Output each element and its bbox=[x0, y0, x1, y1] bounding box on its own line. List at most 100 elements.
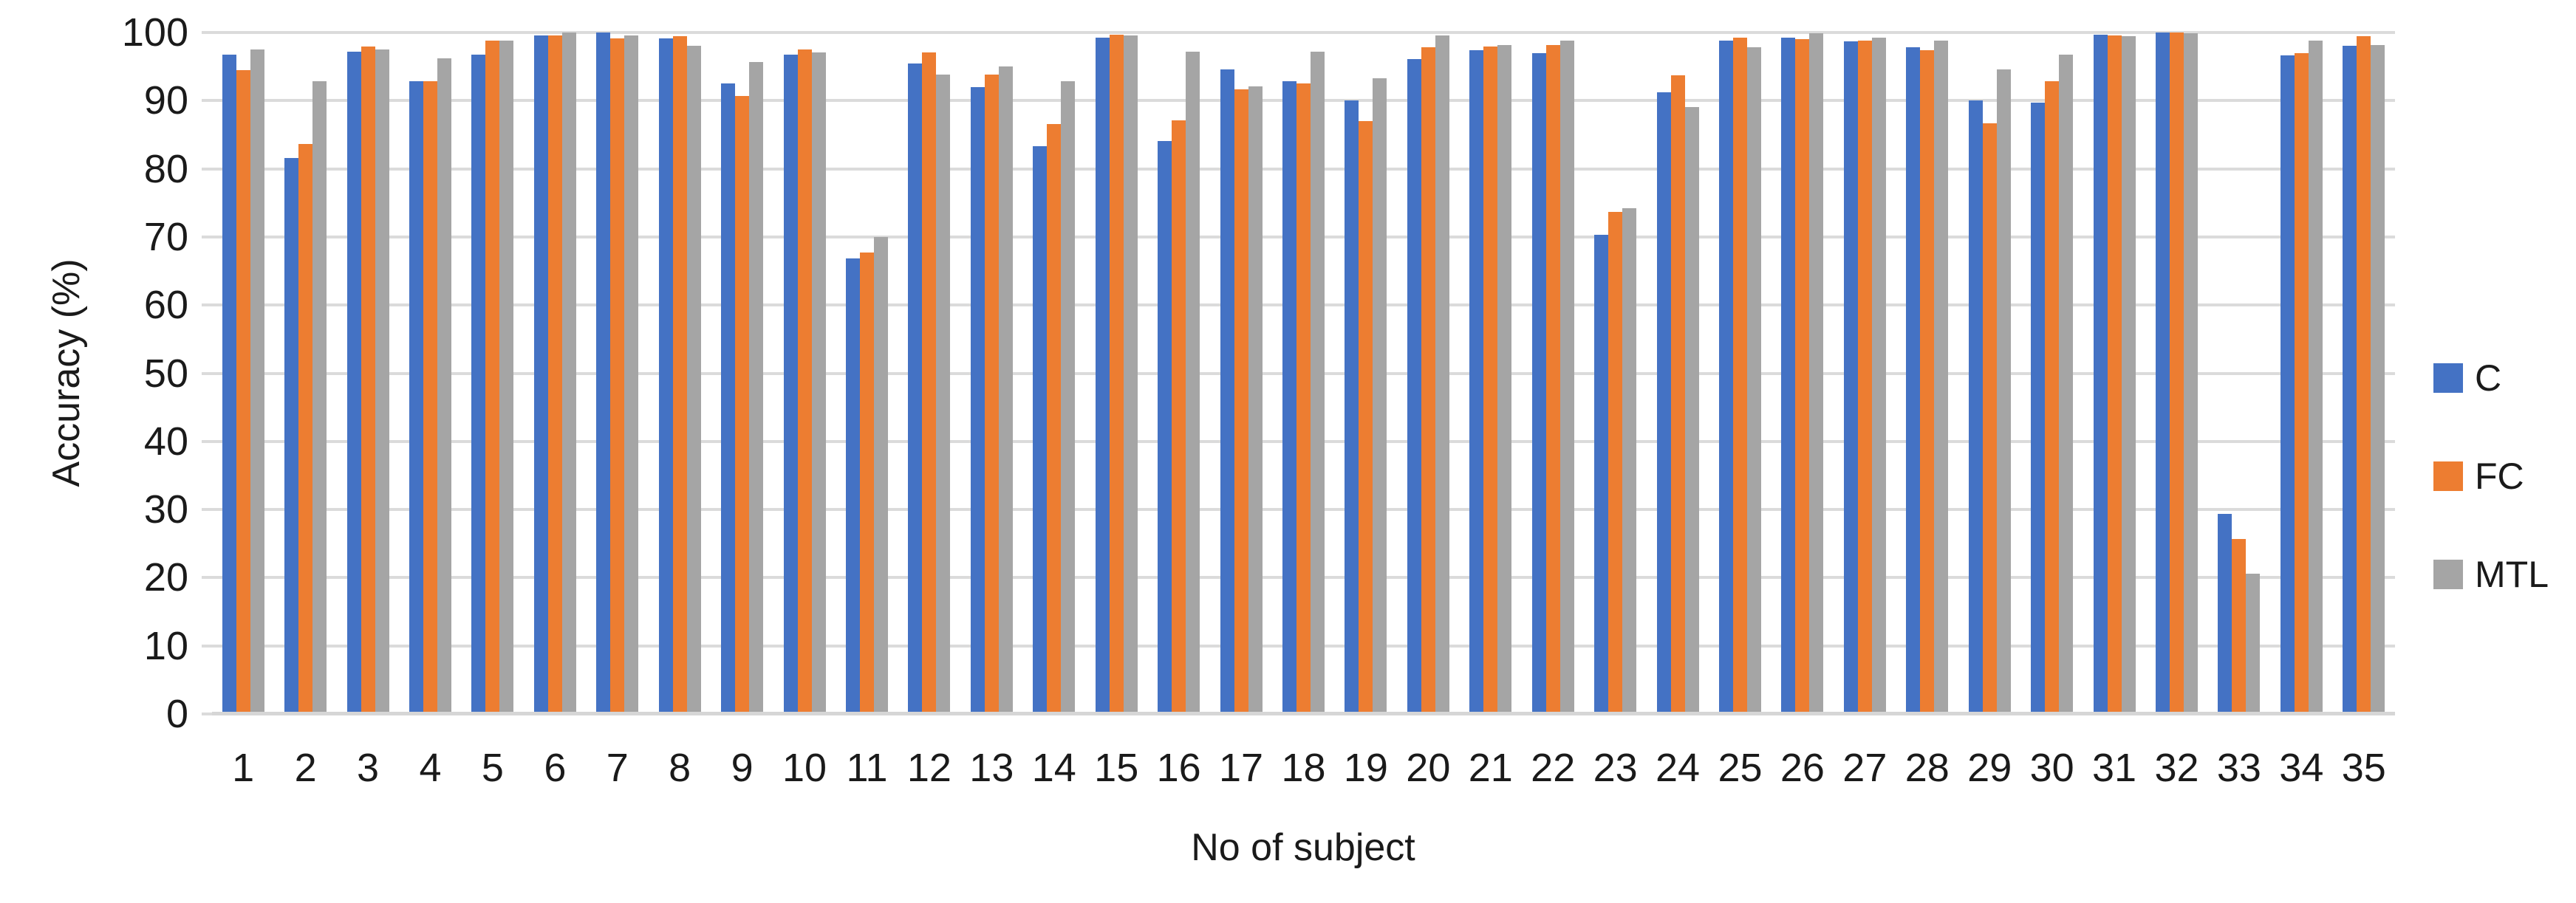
legend-label-mtl: MTL bbox=[2475, 554, 2549, 595]
bar-fc-subject-20 bbox=[1421, 47, 1435, 714]
bar-group-subject-34 bbox=[2270, 32, 2332, 714]
y-tick-mark-40 bbox=[202, 439, 212, 443]
x-tick-label-28: 28 bbox=[1904, 746, 1950, 790]
x-tick-label-9: 9 bbox=[731, 746, 754, 790]
legend-label-c: C bbox=[2475, 357, 2502, 399]
bar-c-subject-13 bbox=[970, 86, 985, 714]
bar-group-subject-28 bbox=[1896, 32, 1958, 714]
bar-mtl-subject-9 bbox=[749, 61, 764, 714]
bar-fc-subject-31 bbox=[2107, 35, 2122, 714]
y-tick-label-100: 100 bbox=[121, 10, 188, 55]
bar-group-subject-5 bbox=[462, 32, 524, 714]
x-tick-label-2: 2 bbox=[294, 746, 317, 790]
legend-item-fc: FC bbox=[2433, 458, 2549, 495]
bar-c-subject-18 bbox=[1282, 80, 1296, 714]
legend-swatch-mtl bbox=[2433, 560, 2463, 589]
bar-group-subject-35 bbox=[2333, 32, 2395, 714]
x-tick-label-32: 32 bbox=[2154, 746, 2199, 790]
x-tick-label-31: 31 bbox=[2092, 746, 2137, 790]
y-tick-label-80: 80 bbox=[143, 146, 188, 191]
bar-mtl-subject-21 bbox=[1497, 44, 1512, 714]
bar-group-subject-23 bbox=[1584, 32, 1646, 714]
bar-mtl-subject-24 bbox=[1684, 106, 1699, 714]
bar-mtl-subject-3 bbox=[375, 49, 389, 714]
bar-group-subject-24 bbox=[1647, 32, 1709, 714]
bar-mtl-subject-11 bbox=[873, 236, 888, 714]
bar-mtl-subject-25 bbox=[1746, 47, 1761, 714]
bar-fc-subject-13 bbox=[984, 75, 999, 714]
bar-group-subject-15 bbox=[1085, 32, 1147, 714]
legend-swatch-fc bbox=[2433, 461, 2463, 491]
x-tick-label-5: 5 bbox=[481, 746, 504, 790]
bar-fc-subject-27 bbox=[1857, 41, 1872, 714]
y-tick-mark-70 bbox=[202, 235, 212, 238]
bar-mtl-subject-32 bbox=[2183, 32, 2198, 714]
bar-mtl-subject-29 bbox=[1996, 69, 2011, 714]
bar-group-subject-17 bbox=[1210, 32, 1272, 714]
bar-fc-subject-34 bbox=[2294, 52, 2309, 714]
legend-label-fc: FC bbox=[2475, 456, 2524, 497]
bar-mtl-subject-13 bbox=[998, 66, 1013, 714]
bar-c-subject-25 bbox=[1718, 41, 1733, 714]
bar-mtl-subject-35 bbox=[2371, 44, 2385, 714]
bar-fc-subject-21 bbox=[1483, 47, 1498, 714]
bar-group-subject-8 bbox=[649, 32, 711, 714]
bar-c-subject-5 bbox=[471, 55, 486, 714]
bar-fc-subject-35 bbox=[2357, 35, 2371, 714]
bar-group-subject-11 bbox=[836, 32, 898, 714]
bar-mtl-subject-16 bbox=[1186, 51, 1200, 714]
x-tick-label-13: 13 bbox=[969, 746, 1014, 790]
bar-fc-subject-25 bbox=[1732, 38, 1747, 714]
x-tick-label-6: 6 bbox=[544, 746, 567, 790]
bar-c-subject-19 bbox=[1345, 100, 1359, 714]
x-tick-label-27: 27 bbox=[1842, 746, 1887, 790]
x-tick-label-19: 19 bbox=[1343, 746, 1388, 790]
bar-mtl-subject-6 bbox=[561, 32, 576, 714]
y-tick-label-70: 70 bbox=[143, 214, 188, 259]
bar-fc-subject-1 bbox=[236, 69, 250, 714]
bar-group-subject-29 bbox=[1958, 32, 2020, 714]
gridline-100 bbox=[212, 31, 2395, 34]
bar-mtl-subject-2 bbox=[312, 80, 327, 714]
y-tick-mark-10 bbox=[202, 644, 212, 648]
bar-fc-subject-28 bbox=[1920, 50, 1935, 714]
bar-mtl-subject-34 bbox=[2308, 41, 2323, 714]
bar-fc-subject-16 bbox=[1172, 120, 1186, 714]
bar-c-subject-34 bbox=[2280, 55, 2295, 714]
y-tick-label-10: 10 bbox=[143, 623, 188, 668]
plot-area bbox=[212, 31, 2395, 715]
bar-c-subject-2 bbox=[284, 157, 299, 714]
bar-fc-subject-10 bbox=[797, 49, 812, 714]
x-tick-label-21: 21 bbox=[1468, 746, 1513, 790]
bar-fc-subject-8 bbox=[672, 35, 687, 714]
x-tick-label-34: 34 bbox=[2279, 746, 2324, 790]
bar-fc-subject-26 bbox=[1795, 39, 1810, 714]
bar-c-subject-22 bbox=[1531, 52, 1546, 714]
bar-group-subject-22 bbox=[1522, 32, 1584, 714]
bar-mtl-subject-26 bbox=[1809, 32, 1824, 714]
y-tick-label-40: 40 bbox=[143, 419, 188, 464]
bar-group-subject-20 bbox=[1397, 32, 1459, 714]
bar-c-subject-1 bbox=[222, 54, 236, 714]
bar-c-subject-10 bbox=[783, 55, 798, 714]
x-tick-label-4: 4 bbox=[419, 746, 442, 790]
bar-group-subject-32 bbox=[2145, 32, 2207, 714]
x-tick-label-11: 11 bbox=[846, 746, 888, 790]
bar-fc-subject-14 bbox=[1047, 123, 1062, 714]
bar-mtl-subject-15 bbox=[1123, 35, 1138, 714]
bar-fc-subject-3 bbox=[361, 47, 375, 714]
bar-group-subject-14 bbox=[1023, 32, 1085, 714]
legend-item-mtl: MTL bbox=[2433, 556, 2549, 593]
y-tick-mark-100 bbox=[202, 31, 212, 34]
x-axis-tick-labels: 1 2 3 4 5 6 7 8 9 10 11 12 13 14 15 16 17 18 19 20 21 22 23 24 2… bbox=[212, 742, 2395, 794]
x-tick-label-1: 1 bbox=[232, 746, 255, 790]
x-tick-label-15: 15 bbox=[1094, 746, 1139, 790]
legend-item-c: C bbox=[2433, 360, 2549, 396]
bar-c-subject-3 bbox=[346, 51, 361, 714]
bar-mtl-subject-19 bbox=[1373, 78, 1387, 714]
bar-group-subject-21 bbox=[1460, 32, 1522, 714]
x-tick-label-20: 20 bbox=[1406, 746, 1451, 790]
bar-fc-subject-17 bbox=[1234, 89, 1248, 714]
bar-c-subject-16 bbox=[1158, 140, 1172, 714]
